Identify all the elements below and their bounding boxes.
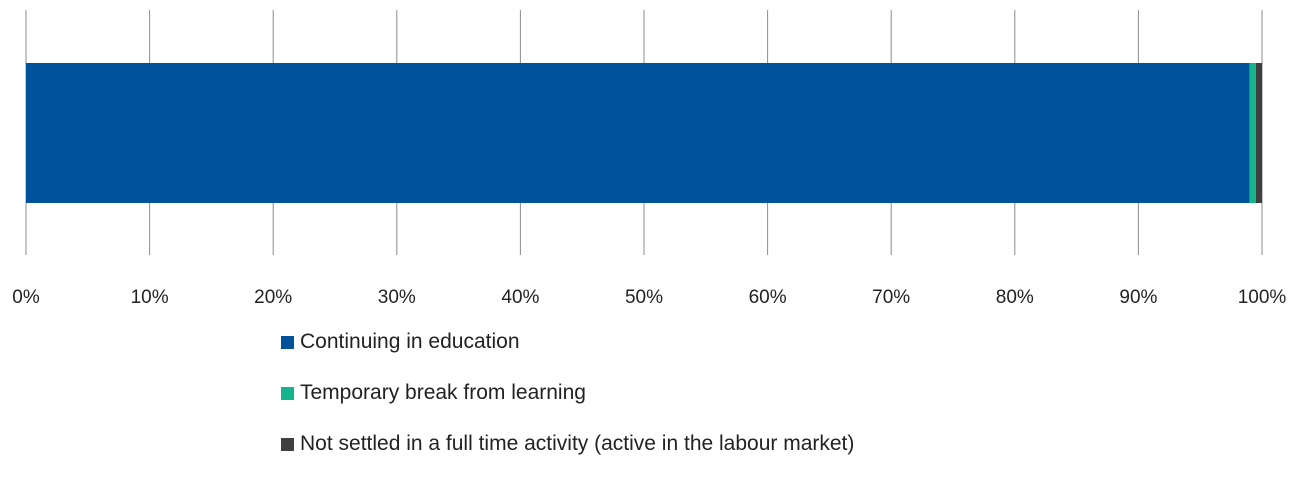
- bar-segment-3: [1255, 63, 1262, 203]
- x-tick-label: 20%: [254, 287, 292, 308]
- legend-swatch: [281, 335, 294, 349]
- bar-segment-2: [1249, 63, 1256, 203]
- legend-label: Temporary break from learning: [300, 381, 586, 404]
- bar-segments: [26, 63, 1262, 203]
- x-axis-tick-labels: 0% 10% 20% 30% 40% 50% 60% 70% 80% 90% 100%: [12, 287, 1286, 308]
- legend-item: Not settled in a full time activity (act…: [281, 432, 854, 456]
- x-tick-label: 70%: [872, 287, 910, 308]
- x-tick-label: 100%: [1238, 287, 1287, 308]
- legend-label: Not settled in a full time activity (act…: [300, 432, 855, 455]
- x-tick-label: 0%: [12, 287, 40, 308]
- legend-item: Continuing in education: [281, 330, 854, 354]
- x-tick-label: 60%: [749, 287, 787, 308]
- x-tick-label: 40%: [501, 287, 539, 308]
- x-tick-label: 30%: [378, 287, 416, 308]
- x-tick-label: 50%: [625, 287, 663, 308]
- legend-swatch: [281, 386, 294, 400]
- x-tick-label: 90%: [1119, 287, 1157, 308]
- x-tick-label: 80%: [996, 287, 1034, 308]
- legend-swatch: [281, 437, 294, 451]
- legend-label: Continuing in education: [300, 330, 520, 353]
- legend-item: Temporary break from learning: [281, 381, 854, 405]
- chart: 0% 10% 20% 30% 40% 50% 60% 70% 80% 90% 100%: [12, 10, 1286, 308]
- x-tick-label: 10%: [131, 287, 169, 308]
- bar-segment-1: [26, 63, 1250, 203]
- legend: Continuing in education Temporary break f…: [281, 330, 854, 483]
